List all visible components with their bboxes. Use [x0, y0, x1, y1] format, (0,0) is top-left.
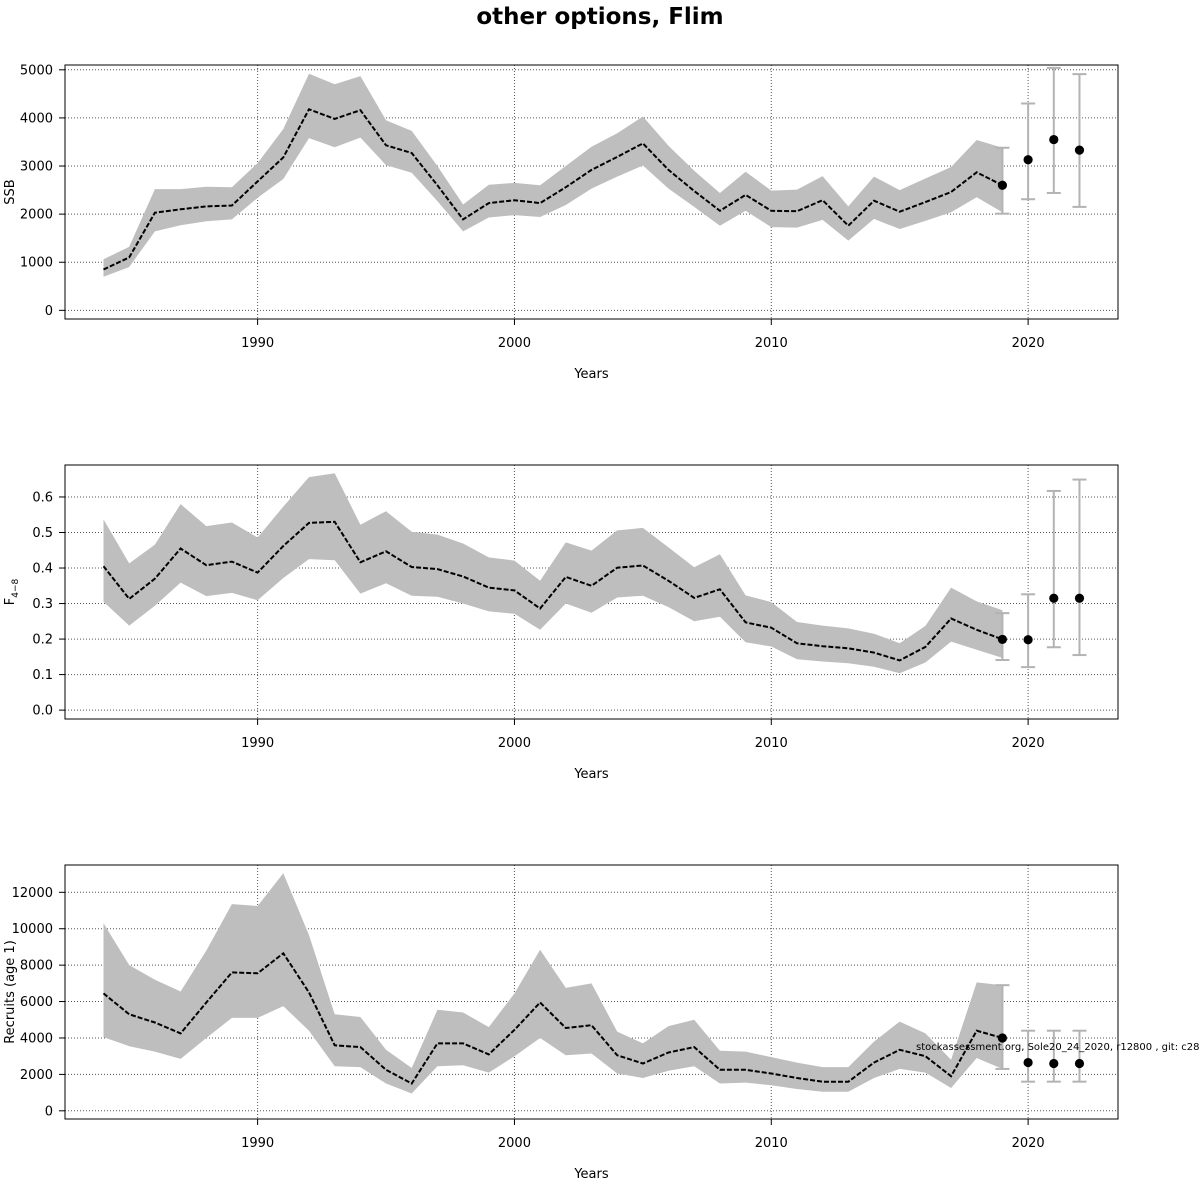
forecast-point	[1074, 145, 1085, 155]
chart-title: other options, Flim	[476, 4, 723, 30]
x-axis-label: Years	[573, 767, 609, 782]
forecast-point	[997, 634, 1008, 645]
x-tick-label: 2010	[755, 336, 788, 351]
y-tick-label: 0.6	[32, 490, 53, 505]
footnote-text: stockassessment.org, Sole20_24_2020, r12…	[916, 1042, 1200, 1053]
forecast-point	[1074, 1058, 1085, 1069]
y-tick-label: 8000	[20, 959, 53, 974]
y-tick-label: 0.5	[32, 526, 53, 541]
chart-panel-fbar: 0.0 0.1 0.2 0.3 0.4 0.5 0.6 1990 2000 2010 2020 Yea…	[3, 464, 1119, 782]
y-axis-label: F4−8	[3, 578, 21, 605]
y-tick-label: 5000	[20, 63, 53, 78]
y-tick-label: 3000	[20, 160, 53, 175]
y-tick-label: 0	[45, 1104, 53, 1119]
forecast-point	[1049, 1058, 1059, 1069]
forecast-point	[1023, 1057, 1033, 1068]
y-tick-label: 0.2	[32, 633, 53, 648]
confidence-band	[103, 473, 1003, 674]
x-tick-label: 2000	[498, 736, 531, 751]
chart-panel-ssb: 0 1000 2000 3000 4000 5000 1990 2000 2010 2020 Yea…	[3, 63, 1119, 382]
y-tick-label: 0.3	[32, 597, 53, 612]
x-tick-label: 2000	[498, 1136, 531, 1151]
y-tick-label: 1000	[20, 256, 53, 271]
y-axis-label-subscript: 4−8	[11, 578, 21, 597]
y-tick-label: 10000	[12, 922, 53, 937]
x-axis-label: Years	[573, 367, 609, 382]
x-tick-label: 2010	[755, 736, 788, 751]
y-axis-label: Recruits (age 1)	[3, 940, 18, 1044]
y-tick-label: 4000	[20, 1031, 53, 1046]
y-tick-label: 0.1	[32, 668, 53, 683]
x-tick-label: 1990	[241, 736, 274, 751]
forecast-point	[1049, 134, 1059, 145]
y-tick-label: 0	[45, 304, 53, 319]
y-tick-label: 0.4	[32, 562, 53, 577]
chart-panel-recruits: 0 2000 4000 6000 8000 10000 12000 1990 2000 2010 2…	[3, 864, 1119, 1182]
forecast-point	[997, 180, 1008, 190]
y-axis-label: SSB	[3, 179, 18, 204]
y-tick-label: 6000	[20, 995, 53, 1010]
forecast-point	[1023, 635, 1033, 645]
confidence-band	[103, 73, 1003, 277]
estimate-line	[103, 108, 1003, 271]
confidence-band	[103, 873, 1003, 1094]
estimate-line	[102, 520, 1003, 662]
x-tick-label: 1990	[241, 1136, 274, 1151]
x-tick-label: 2010	[755, 1136, 788, 1151]
x-axis-label: Years	[573, 1167, 609, 1182]
x-tick-label: 2020	[1012, 336, 1045, 351]
y-tick-label: 2000	[20, 1068, 53, 1083]
forecast-point	[1049, 593, 1059, 603]
plot-frame	[64, 64, 1119, 320]
x-tick-label: 1990	[241, 336, 274, 351]
estimate-line	[102, 951, 1003, 1085]
y-tick-label: 4000	[20, 111, 53, 126]
y-tick-label: 12000	[12, 886, 53, 901]
x-tick-label: 2020	[1012, 1136, 1045, 1151]
forecast-point	[1023, 155, 1033, 165]
x-tick-label: 2000	[498, 336, 531, 351]
plot-frame	[64, 464, 1119, 720]
y-tick-label: 2000	[20, 208, 53, 223]
y-tick-label: 0.0	[32, 704, 53, 719]
forecast-point	[997, 1033, 1008, 1043]
forecast-point	[1074, 593, 1085, 603]
plot-frame	[64, 864, 1119, 1120]
x-tick-label: 2020	[1012, 736, 1045, 751]
